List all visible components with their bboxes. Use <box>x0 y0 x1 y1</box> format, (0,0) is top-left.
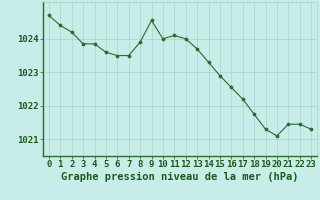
X-axis label: Graphe pression niveau de la mer (hPa): Graphe pression niveau de la mer (hPa) <box>61 172 299 182</box>
